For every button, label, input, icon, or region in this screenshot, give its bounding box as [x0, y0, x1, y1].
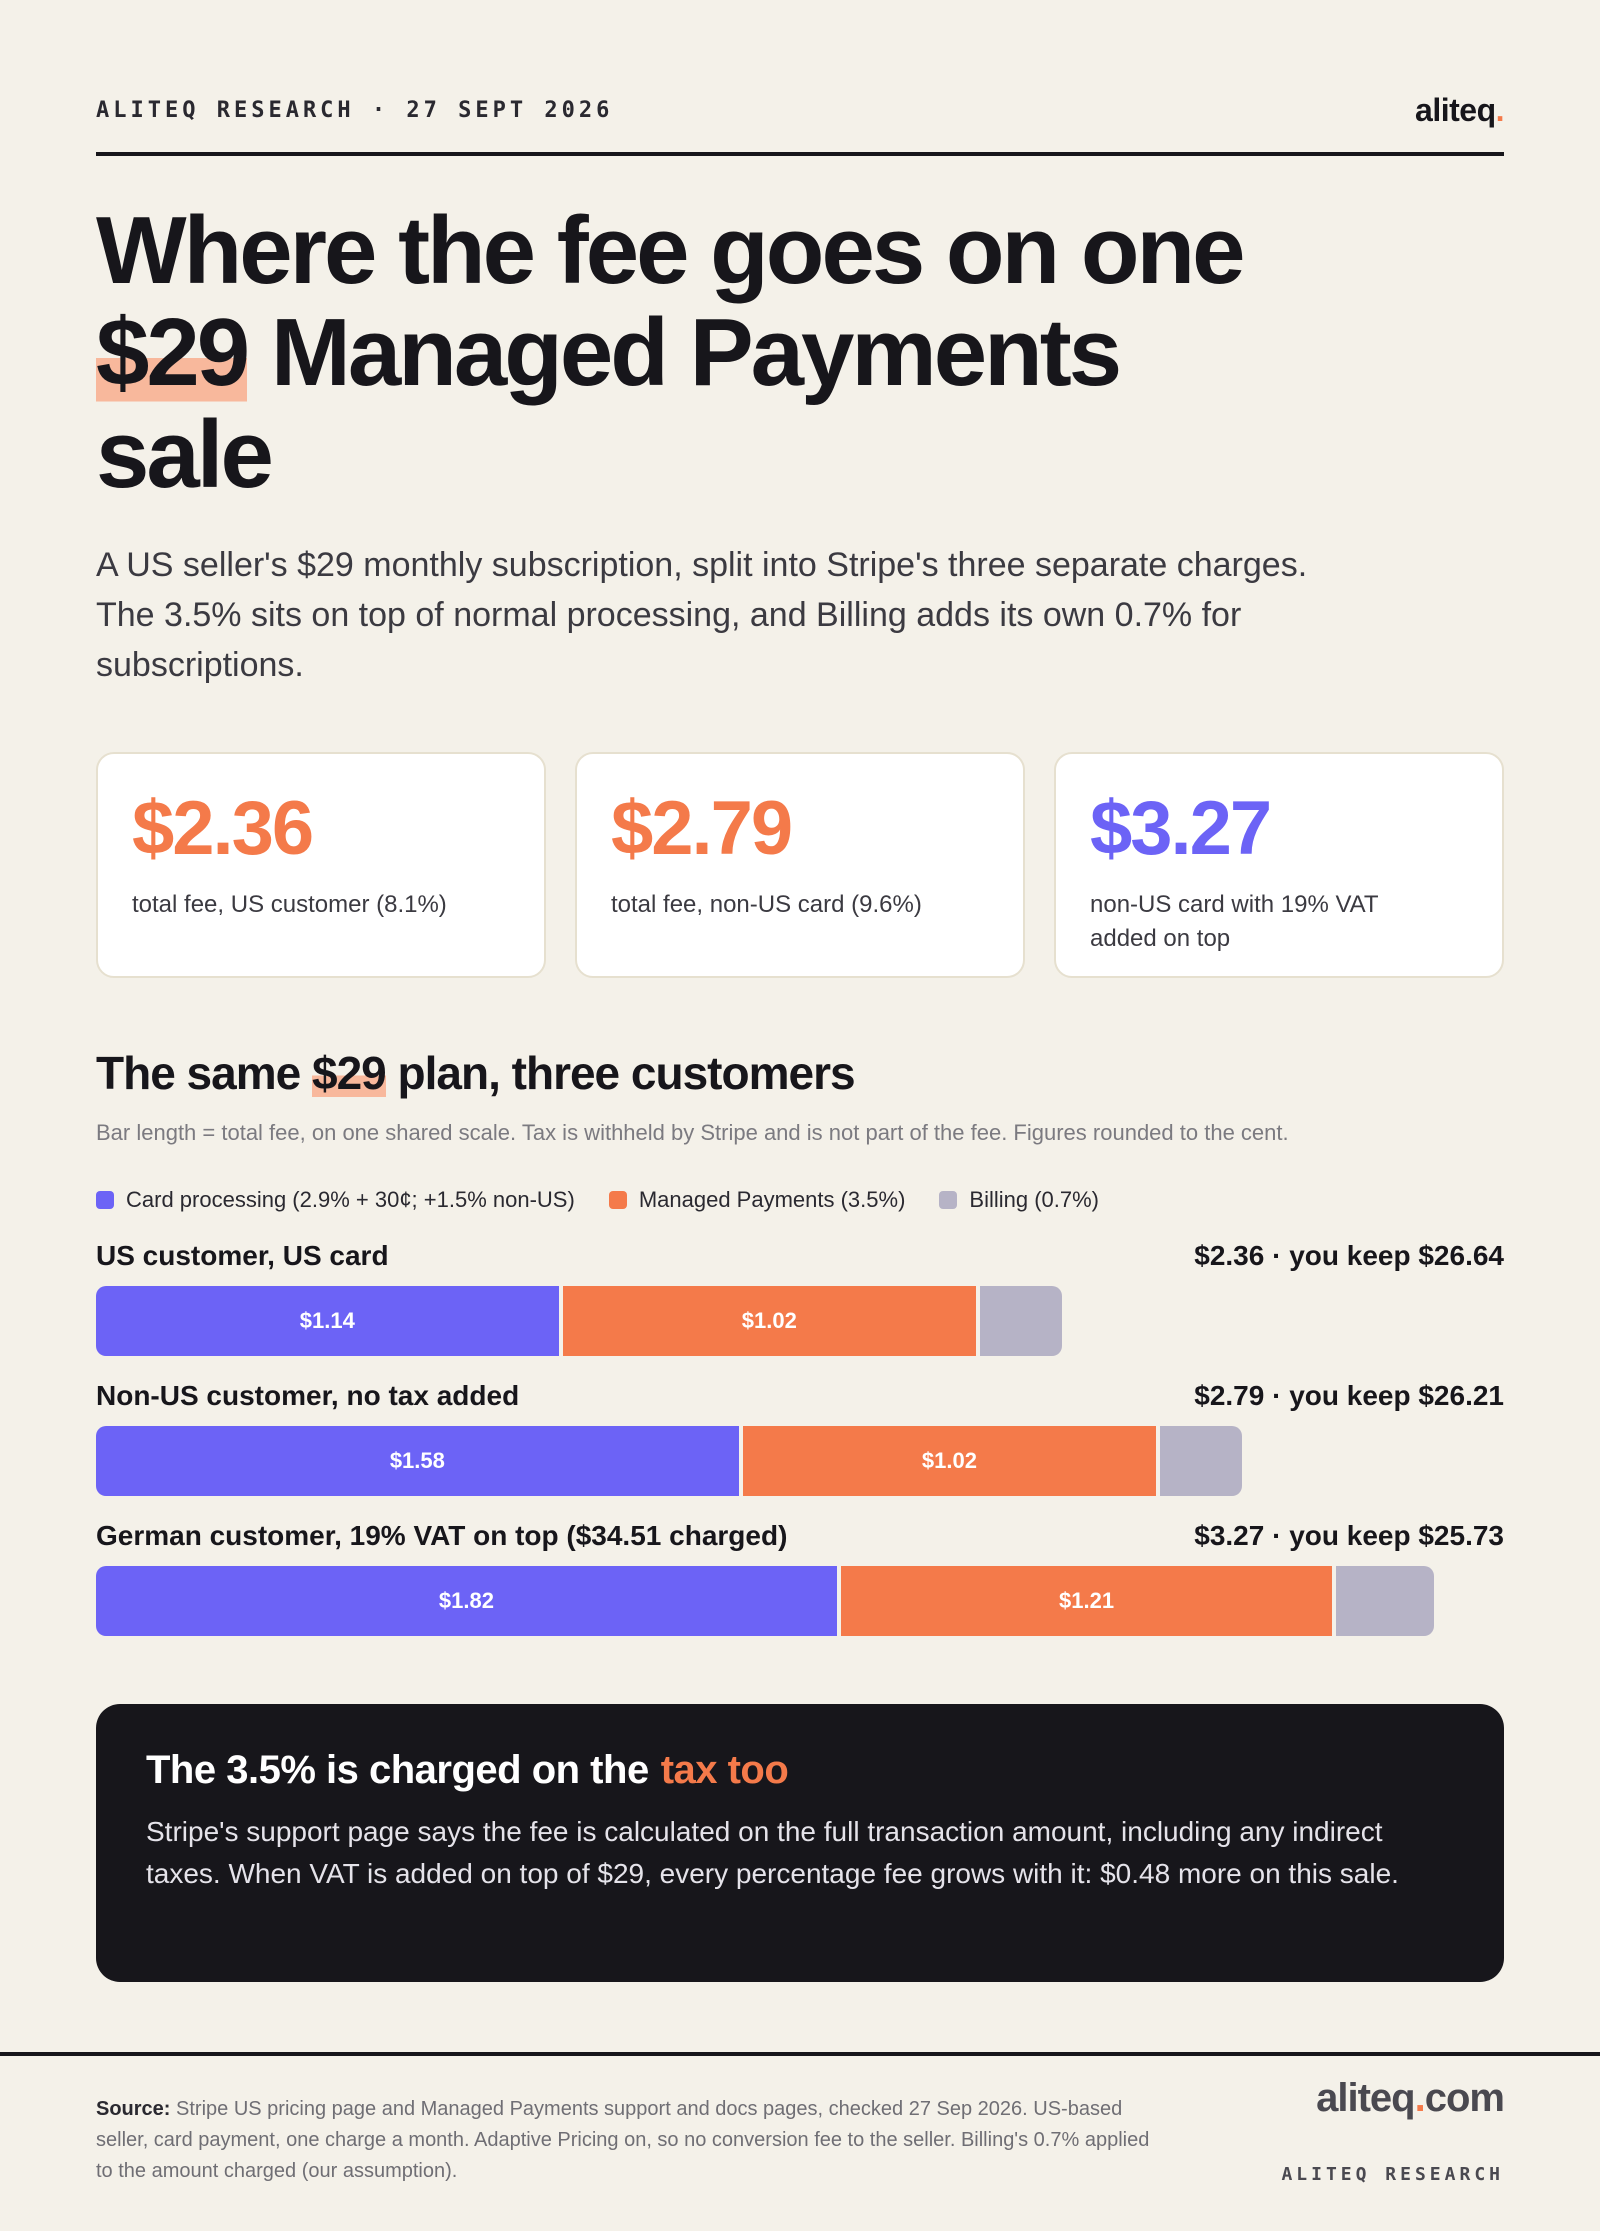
source-text: Stripe US pricing page and Managed Payme… [96, 2098, 1150, 2182]
stat-value: $2.79 [611, 786, 793, 871]
bar-segment-managed-payments: $1.02 [742, 1426, 1161, 1496]
legend-item-card-processing: Card processing (2.9% + 30¢; +1.5% non-U… [96, 1187, 575, 1213]
segment-value-label: $1.21 [1059, 1588, 1115, 1613]
title-line3: sale [96, 401, 274, 508]
segment-value-label: $1.14 [299, 1308, 355, 1333]
stacked-bar: $1.14 $1.02 [96, 1286, 1504, 1356]
stat-label: non-US card with 19% VAT added on top [1090, 891, 1379, 952]
brand-label: ALITEQ RESEARCH [1281, 2164, 1504, 2185]
section-title-highlight: $29 [312, 1047, 387, 1099]
chart-legend: Card processing (2.9% + 30¢; +1.5% non-U… [96, 1184, 1133, 1216]
stacked-bar: $1.82 $1.21 [96, 1566, 1504, 1636]
category-label: German customer, 19% VAT on top ($34.51 … [96, 1520, 788, 1551]
chart-row: German customer, 19% VAT on top ($34.51 … [96, 1520, 1504, 1636]
stat-card-non-us: $2.79 total fee, non-US card (9.6%) [575, 752, 1025, 978]
legend-item-billing: Billing (0.7%) [939, 1187, 1099, 1213]
legend-label: Card processing (2.9% + 30¢; +1.5% non-U… [126, 1187, 575, 1212]
title-line2: Managed Payments [247, 299, 1122, 406]
title-highlight: $29 [96, 299, 250, 406]
bar-segment-card-processing: $1.58 [96, 1426, 743, 1496]
site-link[interactable]: aliteq.com [1316, 2076, 1505, 2121]
header-bar: ALITEQ RESEARCH · 27 SEPT 2026 aliteq. [96, 92, 1505, 156]
site-word: aliteq [1316, 2076, 1415, 2120]
lead-paragraph: A US seller's $29 monthly subscription, … [96, 546, 1308, 684]
source-label: Source: [96, 2098, 171, 2120]
category-label: US customer, US card [96, 1240, 389, 1271]
chart-note: Bar length = total fee, on one shared sc… [96, 1120, 1289, 1145]
title-line1: Where the fee goes on one [96, 197, 1246, 304]
site-dot: . [1414, 2076, 1426, 2120]
stacked-bar: $1.58 $1.02 [96, 1426, 1504, 1496]
segment-value-label: $1.82 [438, 1588, 494, 1613]
stat-card-vat: $3.27 non-US card with 19% VAT added on … [1054, 752, 1504, 978]
callout-title: The 3.5% is charged on the tax too [146, 1748, 1454, 1793]
row-total: $2.36 · you keep $26.64 [1194, 1240, 1504, 1271]
stat-card-us: $2.36 total fee, US customer (8.1%) [96, 752, 546, 978]
legend-swatch [96, 1191, 114, 1209]
chart-row: Non-US customer, no tax added $2.79 · yo… [96, 1380, 1504, 1496]
segment-value-label: $1.02 [741, 1308, 797, 1333]
segment-value-label: $1.02 [921, 1448, 977, 1473]
bar-segment-billing [1160, 1426, 1243, 1496]
bar-segment-managed-payments: $1.21 [840, 1566, 1337, 1636]
logo[interactable]: aliteq. [1415, 92, 1504, 129]
stat-value: $2.36 [132, 786, 314, 871]
page-title: Where the fee goes on one $29 Managed Pay… [96, 200, 1456, 506]
section-title-post: plan, three customers [385, 1047, 856, 1099]
legend-swatch [608, 1191, 627, 1209]
row-total: $2.79 · you keep $26.21 [1194, 1380, 1504, 1411]
tax-callout: The 3.5% is charged on the tax too Stripe… [96, 1704, 1504, 1982]
section-title-pre: The same [96, 1047, 312, 1099]
source-note: Source: Stripe US pricing page and Manag… [96, 2094, 1156, 2187]
bar-segment-billing [980, 1286, 1062, 1356]
section-title: The same $29 plan, three customers [96, 1046, 856, 1100]
bar-segment-card-processing: $1.82 [96, 1566, 841, 1636]
legend-label: Managed Payments (3.5%) [638, 1187, 906, 1212]
callout-accent: tax too [660, 1748, 789, 1792]
bar-segment-card-processing: $1.14 [96, 1286, 563, 1356]
stat-label: total fee, US customer (8.1%) [132, 891, 447, 918]
segment-value-label: $1.58 [389, 1448, 445, 1473]
logo-word: aliteq [1415, 92, 1496, 128]
bar-segment-managed-payments: $1.02 [562, 1286, 981, 1356]
row-total: $3.27 · you keep $25.73 [1194, 1520, 1504, 1551]
category-label: Non-US customer, no tax added [96, 1380, 520, 1411]
site-tld: com [1424, 2076, 1505, 2120]
footer-divider [0, 2052, 1600, 2056]
legend-label: Billing (0.7%) [969, 1187, 1099, 1212]
chart-row: US customer, US card $2.36 · you keep $2… [96, 1240, 1504, 1356]
logo-dot: . [1495, 92, 1505, 128]
callout-body: Stripe's support page says the fee is ca… [146, 1816, 1399, 1889]
legend-swatch [939, 1191, 958, 1209]
legend-item-managed-payments: Managed Payments (3.5%) [608, 1187, 906, 1213]
bar-segment-billing [1336, 1566, 1435, 1636]
kicker: ALITEQ RESEARCH · 27 SEPT 2026 [96, 98, 614, 123]
callout-title-text: The 3.5% is charged on the [146, 1748, 649, 1792]
stat-label: total fee, non-US card (9.6%) [611, 891, 922, 918]
stat-value: $3.27 [1090, 786, 1272, 871]
